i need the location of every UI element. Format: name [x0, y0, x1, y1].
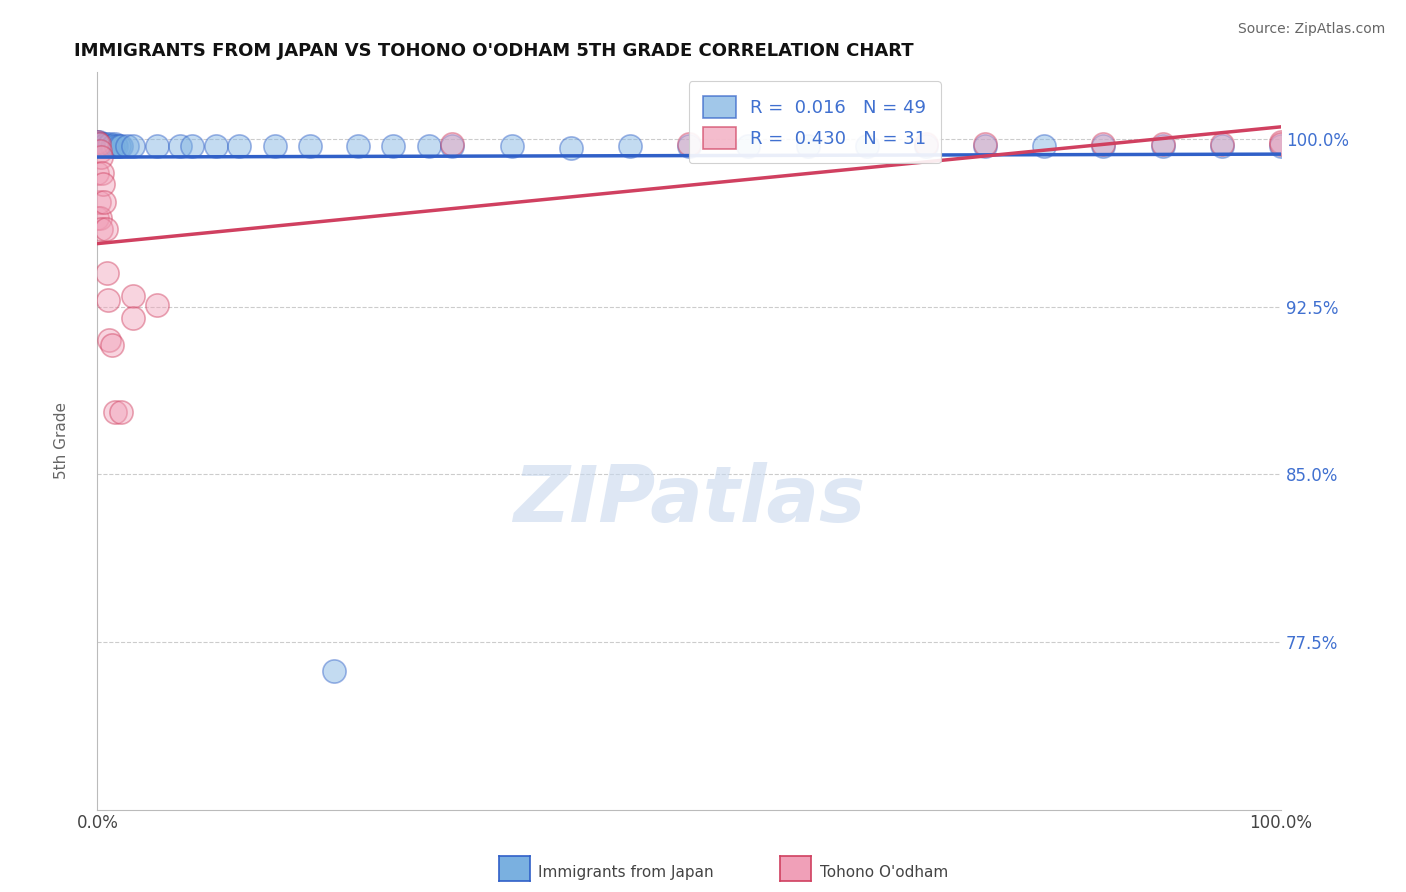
Point [678, 136, 700, 151]
Point [264, 139, 287, 153]
Point [100, 338, 122, 352]
Point [94, 136, 117, 151]
Point [974, 139, 997, 153]
Point [97, 293, 120, 308]
Point [87, 136, 110, 151]
Point [145, 298, 167, 312]
Point [619, 139, 641, 153]
Point [101, 139, 124, 153]
Point [98, 139, 121, 153]
Legend: R =  0.016   N = 49, R =  0.430   N = 31: R = 0.016 N = 49, R = 0.430 N = 31 [689, 81, 941, 163]
Point [89, 144, 111, 158]
Point [169, 139, 191, 153]
Point [90, 136, 112, 151]
Point [86, 136, 108, 151]
Point [90, 221, 112, 235]
Point [86, 166, 108, 180]
Text: Tohono O'odham: Tohono O'odham [820, 865, 948, 880]
Point [87, 136, 110, 151]
Point [737, 139, 759, 153]
Point [110, 405, 132, 419]
Point [346, 139, 368, 153]
Point [145, 139, 167, 153]
Point [105, 139, 128, 153]
Point [855, 139, 877, 153]
Point [974, 136, 997, 151]
Point [1211, 136, 1233, 151]
Point [91, 177, 114, 191]
Point [1092, 139, 1115, 153]
Point [441, 136, 464, 151]
Point [89, 211, 111, 225]
Point [91, 166, 114, 180]
Point [796, 139, 818, 153]
Text: Immigrants from Japan: Immigrants from Japan [538, 865, 714, 880]
Point [181, 139, 204, 153]
Point [93, 194, 115, 209]
Point [1211, 139, 1233, 153]
Point [204, 139, 226, 153]
Point [89, 136, 111, 151]
Text: IMMIGRANTS FROM JAPAN VS TOHONO O'ODHAM 5TH GRADE CORRELATION CHART: IMMIGRANTS FROM JAPAN VS TOHONO O'ODHAM … [73, 42, 914, 60]
Point [1270, 135, 1292, 149]
Point [86, 211, 108, 225]
Point [501, 139, 523, 153]
Point [107, 139, 129, 153]
Point [110, 139, 132, 153]
Point [100, 136, 122, 151]
Point [1152, 139, 1174, 153]
Point [122, 311, 145, 326]
Point [98, 334, 121, 348]
Point [441, 139, 464, 153]
Point [323, 664, 346, 678]
Point [89, 139, 111, 153]
Point [104, 136, 127, 151]
Point [915, 136, 938, 151]
Point [1270, 139, 1292, 153]
Point [91, 136, 114, 151]
Point [97, 139, 120, 153]
Point [87, 194, 110, 209]
Point [91, 139, 114, 153]
Point [115, 139, 138, 153]
Point [299, 139, 322, 153]
Point [228, 139, 250, 153]
Point [1033, 139, 1056, 153]
Point [104, 405, 127, 419]
Point [678, 139, 700, 153]
Point [96, 139, 118, 153]
Point [1152, 136, 1174, 151]
Point [86, 135, 108, 149]
Point [86, 135, 108, 149]
Point [90, 150, 112, 164]
Point [100, 139, 122, 153]
Text: 5th Grade: 5th Grade [55, 402, 69, 480]
Point [122, 139, 145, 153]
Point [382, 139, 405, 153]
Point [560, 141, 582, 155]
Point [87, 135, 110, 149]
Text: ZIPatlas: ZIPatlas [513, 462, 865, 538]
Point [94, 221, 117, 235]
Point [93, 139, 115, 153]
Point [1092, 136, 1115, 151]
Point [1270, 136, 1292, 151]
Point [915, 139, 938, 153]
Point [122, 289, 145, 303]
Text: Source: ZipAtlas.com: Source: ZipAtlas.com [1237, 22, 1385, 37]
Point [418, 139, 440, 153]
Point [96, 267, 118, 281]
